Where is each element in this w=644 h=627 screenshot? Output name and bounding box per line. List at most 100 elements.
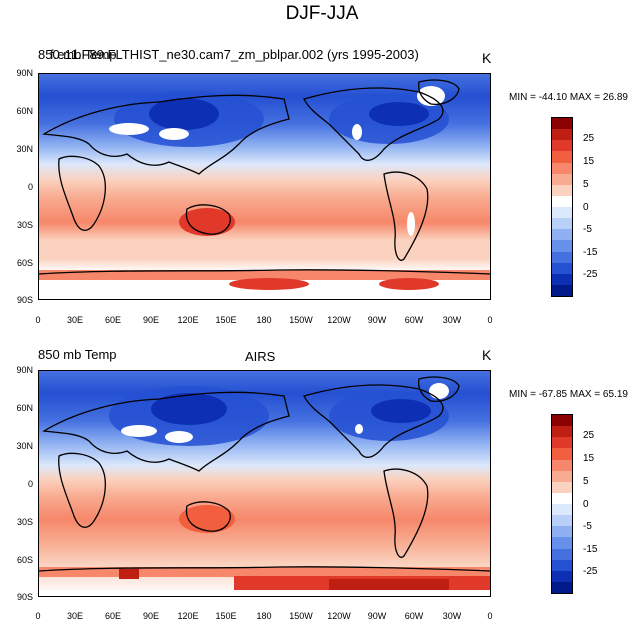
temperature-field bbox=[39, 371, 490, 596]
lat-tick: 60S bbox=[16, 555, 33, 565]
lat-tick: 90N bbox=[16, 365, 33, 375]
colorbar-segment bbox=[552, 140, 572, 152]
lon-tick: 180 bbox=[256, 315, 272, 325]
lat-tick: 90N bbox=[16, 68, 33, 78]
colorbar-segment bbox=[552, 240, 572, 252]
lon-tick: 120E bbox=[177, 611, 199, 621]
colorbar-label: -15 bbox=[583, 544, 598, 555]
min-max-stats: MIN = -67.85 MAX = 65.19 bbox=[509, 389, 628, 400]
panel-title-source: AIRS bbox=[245, 349, 276, 364]
lon-tick: 90E bbox=[142, 611, 159, 621]
min-max-stats: MIN = -44.10 MAX = 26.89 bbox=[509, 92, 628, 103]
colorbar-label: 0 bbox=[583, 499, 589, 510]
map-plot bbox=[38, 370, 491, 597]
lon-tick: 150W bbox=[289, 611, 313, 621]
lon-tick: 30W bbox=[442, 315, 462, 325]
colorbar-label: 15 bbox=[583, 453, 595, 464]
colorbar-segment bbox=[552, 415, 572, 427]
lat-tick: 30N bbox=[16, 441, 33, 451]
colorbar-segment bbox=[552, 262, 572, 274]
colorbar-segment bbox=[552, 173, 572, 185]
colorbar-segment bbox=[552, 481, 572, 493]
colorbar-segment bbox=[552, 448, 572, 460]
colorbar-label: 5 bbox=[583, 476, 589, 487]
main-title: DJF-JJA bbox=[285, 3, 359, 24]
panel-title-variable: 850 mb Temp bbox=[38, 347, 117, 362]
colorbar-segment bbox=[552, 581, 572, 593]
panel-title-case: f.e11.F89.FLTHIST_ne30.cam7_zm_pblpar.00… bbox=[50, 47, 419, 62]
colorbar-segment bbox=[552, 129, 572, 141]
colorbar-segment bbox=[552, 195, 572, 207]
colorbar-segment bbox=[552, 251, 572, 263]
lat-tick: 0 bbox=[27, 182, 33, 192]
colorbar-segment bbox=[552, 515, 572, 527]
colorbar-segment bbox=[552, 470, 572, 482]
lon-tick: 90E bbox=[142, 315, 159, 325]
colorbar-label: -25 bbox=[583, 566, 598, 577]
lon-tick: 30W bbox=[442, 611, 462, 621]
colorbar bbox=[551, 414, 573, 594]
lat-tick: 60N bbox=[16, 403, 33, 413]
lat-tick: 0 bbox=[27, 479, 33, 489]
colorbar-label: -15 bbox=[583, 247, 598, 258]
colorbar-segment bbox=[552, 548, 572, 560]
colorbar-segment bbox=[552, 459, 572, 471]
colorbar-segment bbox=[552, 207, 572, 219]
lon-tick: 90W bbox=[367, 315, 387, 325]
panel-units: K bbox=[482, 347, 492, 363]
lon-tick: 90W bbox=[367, 611, 387, 621]
lon-tick: 150E bbox=[215, 611, 237, 621]
lon-tick: 180 bbox=[256, 611, 272, 621]
colorbar-label: 0 bbox=[583, 202, 589, 213]
lat-tick: 30S bbox=[16, 517, 33, 527]
lat-tick: 60N bbox=[16, 106, 33, 116]
lon-tick: 120E bbox=[177, 315, 199, 325]
colorbar bbox=[551, 117, 573, 297]
colorbar-segment bbox=[552, 118, 572, 130]
lon-tick: 60W bbox=[404, 611, 424, 621]
colorbar-label: 5 bbox=[583, 179, 589, 190]
lon-tick: 60E bbox=[104, 315, 121, 325]
colorbar-label: 15 bbox=[583, 156, 595, 167]
colorbar-segment bbox=[552, 151, 572, 163]
colorbar-label: -5 bbox=[583, 521, 592, 532]
colorbar-label: 25 bbox=[583, 133, 595, 144]
lat-tick: 30S bbox=[16, 220, 33, 230]
colorbar-label: -25 bbox=[583, 269, 598, 280]
lon-tick: 30E bbox=[66, 315, 83, 325]
colorbar-segment bbox=[552, 284, 572, 296]
colorbar-segment bbox=[552, 504, 572, 516]
lat-tick: 60S bbox=[16, 258, 33, 268]
colorbar-segment bbox=[552, 218, 572, 230]
colorbar-segment bbox=[552, 492, 572, 504]
colorbar-label: 25 bbox=[583, 430, 595, 441]
lon-tick: 60E bbox=[104, 611, 121, 621]
lon-tick: 0 bbox=[35, 315, 41, 325]
lon-tick: 30E bbox=[66, 611, 83, 621]
lon-tick: 120W bbox=[327, 611, 351, 621]
colorbar-segment bbox=[552, 273, 572, 285]
colorbar-segment bbox=[552, 526, 572, 538]
colorbar-segment bbox=[552, 229, 572, 241]
lon-tick: 0 bbox=[35, 611, 41, 621]
lat-tick: 30N bbox=[16, 144, 33, 154]
lon-tick: 0 bbox=[487, 611, 493, 621]
colorbar-segment bbox=[552, 437, 572, 449]
colorbar-segment bbox=[552, 426, 572, 438]
colorbar-segment bbox=[552, 537, 572, 549]
lon-tick: 150W bbox=[289, 315, 313, 325]
lat-tick: 90S bbox=[16, 592, 33, 602]
lon-tick: 120W bbox=[327, 315, 351, 325]
panel-title-variable: 850 mb Temp bbox=[38, 47, 117, 62]
temperature-field bbox=[39, 74, 490, 299]
lat-tick: 90S bbox=[16, 295, 33, 305]
colorbar-segment bbox=[552, 184, 572, 196]
colorbar-segment bbox=[552, 570, 572, 582]
lon-tick: 0 bbox=[487, 315, 493, 325]
colorbar-segment bbox=[552, 162, 572, 174]
lon-tick: 150E bbox=[215, 315, 237, 325]
colorbar-label: -5 bbox=[583, 224, 592, 235]
map-plot bbox=[38, 73, 491, 300]
colorbar-segment bbox=[552, 559, 572, 571]
lon-tick: 60W bbox=[404, 315, 424, 325]
